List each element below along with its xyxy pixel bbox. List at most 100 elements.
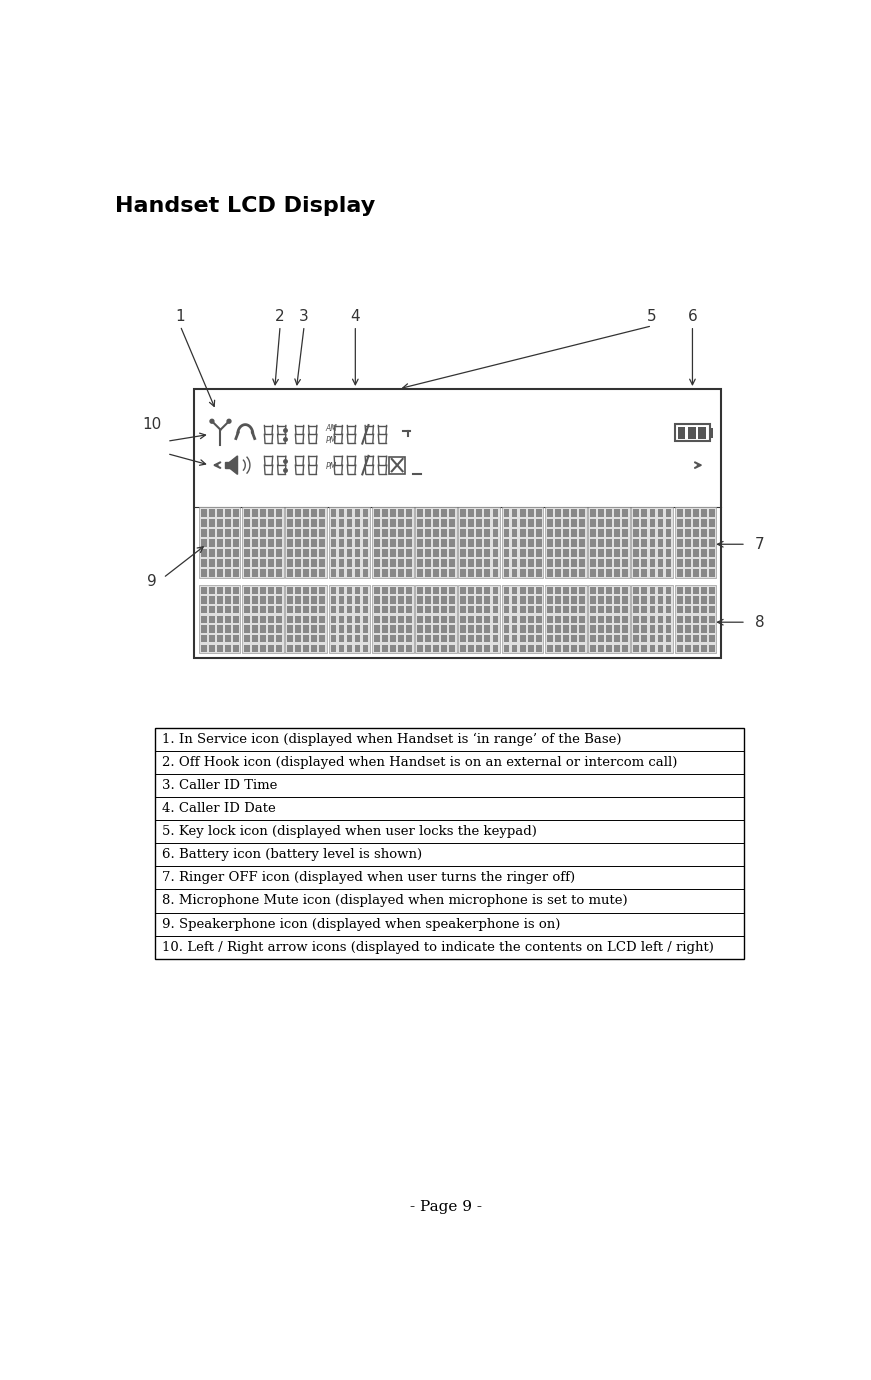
Bar [320, 625, 325, 633]
Bar [417, 625, 423, 633]
Bar [233, 635, 239, 642]
Bar [511, 644, 517, 651]
Bar [658, 549, 664, 558]
Bar [476, 635, 483, 642]
Bar [555, 529, 561, 537]
Bar [650, 569, 655, 577]
Bar [276, 540, 282, 546]
Bar [598, 519, 604, 527]
Bar [312, 615, 317, 624]
Bar [295, 549, 301, 558]
Bar [303, 509, 309, 516]
Bar [398, 540, 404, 546]
Bar [252, 606, 258, 614]
Bar [320, 529, 325, 537]
Bar [398, 549, 404, 558]
Bar [217, 586, 223, 595]
Bar [406, 559, 412, 567]
Bar [217, 596, 223, 604]
Bar [476, 569, 483, 577]
Bar [417, 519, 423, 527]
Bar [252, 559, 258, 567]
Bar [503, 509, 510, 516]
Bar [347, 596, 353, 604]
Bar [354, 586, 361, 595]
Bar [425, 549, 431, 558]
Bar [579, 529, 584, 537]
Bar [503, 519, 510, 527]
Bar [398, 559, 404, 567]
Bar [701, 509, 706, 516]
Bar [209, 606, 214, 614]
Bar [503, 559, 510, 567]
Bar [331, 559, 336, 567]
Bar [354, 549, 361, 558]
Bar [320, 549, 325, 558]
Bar [642, 509, 647, 516]
Bar [417, 540, 423, 546]
Bar [665, 625, 672, 633]
Bar [685, 559, 691, 567]
Bar [295, 540, 301, 546]
Bar [374, 509, 380, 516]
Bar [268, 586, 273, 595]
Bar [469, 596, 474, 604]
Bar [458, 585, 500, 653]
Bar [449, 615, 455, 624]
Bar [406, 529, 412, 537]
Bar [650, 606, 655, 614]
Bar [606, 540, 612, 546]
Bar [295, 615, 301, 624]
Bar [692, 559, 699, 567]
Bar [622, 569, 628, 577]
Text: 6. Battery icon (battery level is shown): 6. Battery icon (battery level is shown) [162, 849, 422, 861]
Bar [677, 644, 683, 651]
Bar [606, 625, 612, 633]
Bar [701, 586, 706, 595]
Bar [354, 559, 361, 567]
Bar [579, 644, 584, 651]
Bar [606, 644, 612, 651]
Bar [658, 644, 664, 651]
Bar [536, 644, 542, 651]
Bar [433, 529, 439, 537]
Bar [252, 586, 258, 595]
Bar [658, 596, 664, 604]
Bar [287, 625, 293, 633]
Bar [709, 559, 715, 567]
Bar [381, 606, 388, 614]
Bar [650, 596, 655, 604]
Bar [571, 519, 577, 527]
Text: PM: PM [326, 436, 337, 444]
Bar [347, 549, 353, 558]
Bar [492, 549, 498, 558]
Bar [520, 519, 525, 527]
Bar [665, 586, 672, 595]
Bar [622, 519, 628, 527]
Bar [312, 635, 317, 642]
Bar [276, 549, 282, 558]
Bar [492, 644, 498, 651]
Bar [476, 559, 483, 567]
Bar [606, 615, 612, 624]
Bar [461, 635, 466, 642]
Bar [381, 569, 388, 577]
Bar [242, 508, 284, 578]
Bar [685, 615, 691, 624]
Bar [233, 615, 239, 624]
Bar [547, 606, 553, 614]
Bar [701, 644, 706, 651]
Bar [442, 569, 447, 577]
Bar [225, 559, 231, 567]
Bar [244, 549, 250, 558]
Bar [461, 606, 466, 614]
Text: 10: 10 [142, 417, 161, 432]
Bar [511, 635, 517, 642]
Text: 8: 8 [755, 614, 765, 629]
Bar [449, 559, 455, 567]
Bar [244, 625, 250, 633]
Text: 2: 2 [275, 309, 285, 324]
Bar [633, 625, 639, 633]
Bar [374, 529, 380, 537]
Polygon shape [230, 455, 238, 475]
